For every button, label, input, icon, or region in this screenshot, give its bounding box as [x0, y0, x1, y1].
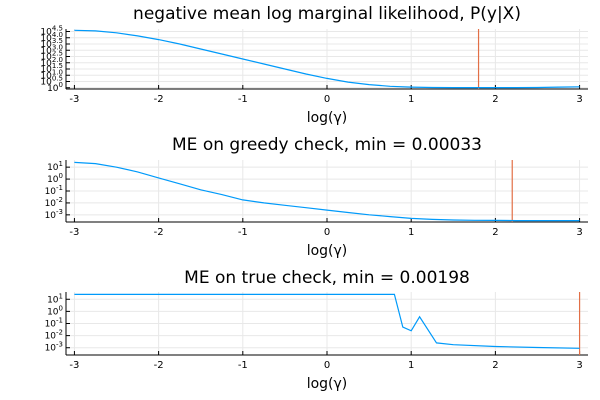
y-tick-label: 102.0	[40, 56, 63, 69]
x-tick-label: -3	[69, 360, 79, 371]
x-tick-label: 3	[576, 227, 582, 238]
chart-title: ME on true check, min = 0.00198	[184, 268, 470, 288]
y-tick-label: 100.5	[40, 75, 63, 88]
x-axis-label: log(γ)	[307, 243, 348, 259]
x-tick-label: 3	[576, 360, 582, 371]
x-tick-label: 1	[408, 227, 414, 238]
y-tick-label: 102.5	[40, 50, 63, 63]
x-tick-label: 3	[576, 94, 582, 105]
x-tick-label: 0	[324, 227, 330, 238]
y-tick-label: 101.0	[40, 68, 63, 81]
x-tick-label: -3	[69, 94, 79, 105]
y-tick-label: 10-1	[45, 317, 63, 330]
y-tick-label: 100	[47, 81, 63, 94]
chart-panel-1: negative mean log marginal likelihood, P…	[40, 4, 588, 126]
x-tick-label: 2	[492, 227, 498, 238]
x-tick-label: 1	[408, 94, 414, 105]
x-axis-label: log(γ)	[307, 376, 348, 392]
x-tick-label: 0	[324, 360, 330, 371]
y-tick-label: 103.0	[40, 43, 63, 56]
x-tick-label: 2	[492, 94, 498, 105]
y-tick-label: 101	[47, 292, 63, 305]
y-tick-label: 10-3	[45, 341, 63, 354]
x-tick-label: -1	[238, 94, 248, 105]
x-tick-label: 0	[324, 94, 330, 105]
y-tick-label: 10-2	[45, 196, 63, 209]
x-tick-label: -1	[238, 360, 248, 371]
y-tick-label: 104.0	[40, 31, 63, 44]
x-tick-label: 2	[492, 360, 498, 371]
chart-title: ME on greedy check, min = 0.00033	[172, 135, 482, 155]
y-tick-label: 10-3	[45, 208, 63, 221]
x-axis-label: log(γ)	[307, 110, 348, 126]
chart-panel-2: ME on greedy check, min = 0.00033 -3 -2 -1 0…	[45, 135, 588, 259]
y-tick-label: 101	[47, 160, 63, 173]
y-tick-label: 100	[47, 172, 63, 185]
x-tick-label: -1	[238, 227, 248, 238]
y-tick-label: 100	[47, 304, 63, 317]
series-line	[74, 293, 580, 349]
x-tick-label: -3	[69, 227, 79, 238]
x-tick-label: -2	[154, 94, 164, 105]
y-tick-label: 103.5	[40, 37, 63, 50]
y-tick-label: 101.5	[40, 62, 63, 75]
series-line	[74, 29, 580, 89]
series-line	[74, 161, 580, 222]
chart-title: negative mean log marginal likelihood, P…	[133, 4, 521, 24]
x-tick-label: 1	[408, 360, 414, 371]
x-tick-label: -2	[154, 227, 164, 238]
y-tick-label: 10-2	[45, 329, 63, 342]
chart-panel-3: ME on true check, min = 0.00198 -3 -2 -1 0 1 2…	[45, 268, 588, 392]
x-tick-label: -2	[154, 360, 164, 371]
y-tick-label: 104.5	[40, 25, 63, 38]
y-tick-label: 10-1	[45, 184, 63, 197]
